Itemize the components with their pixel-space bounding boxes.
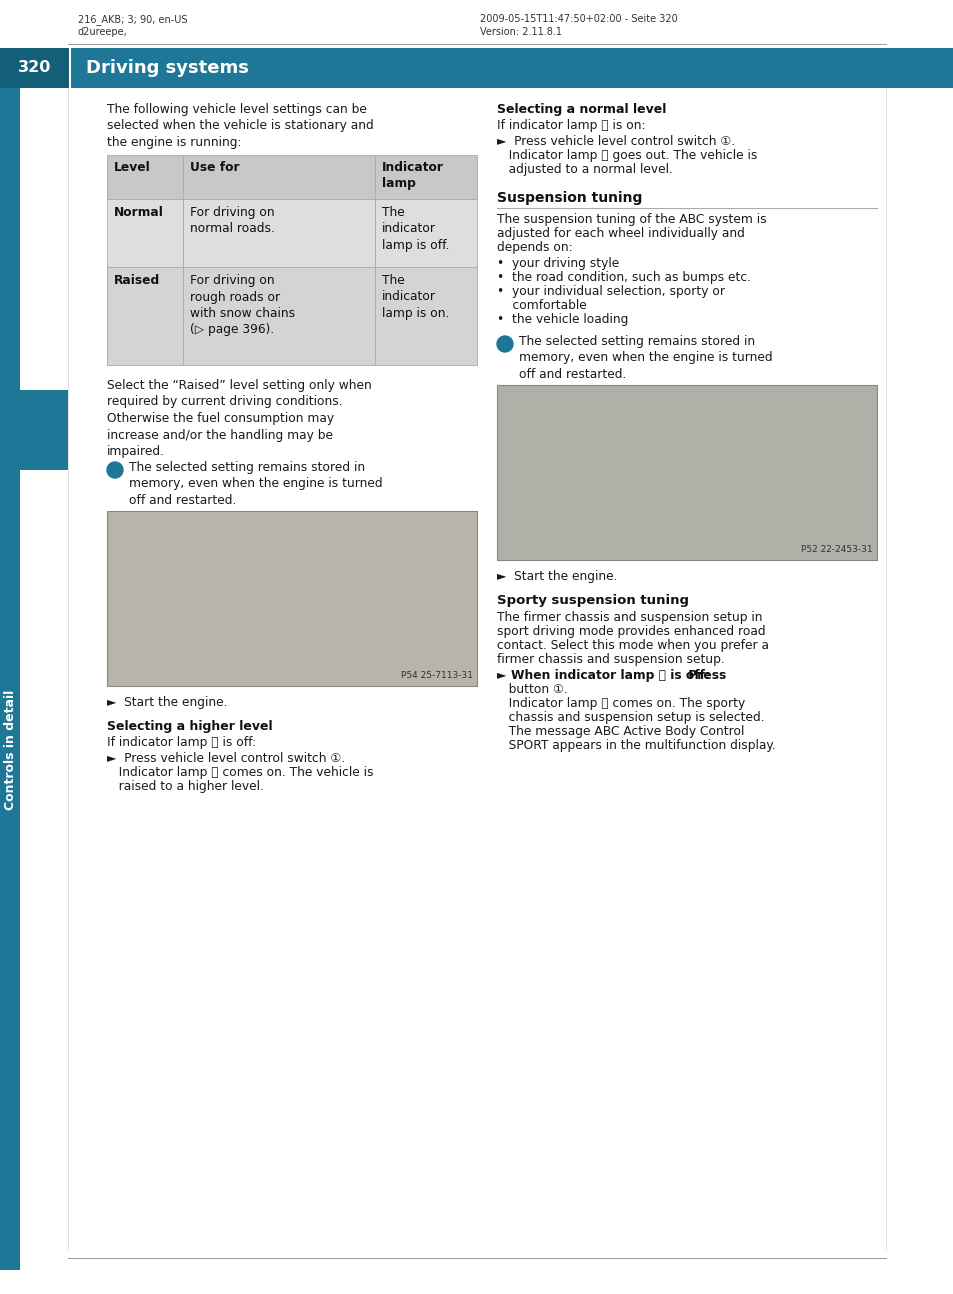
Text: P52 22-2453-31: P52 22-2453-31 bbox=[801, 545, 872, 554]
Text: ►  Start the engine.: ► Start the engine. bbox=[107, 696, 227, 709]
Text: d2ureepe,: d2ureepe, bbox=[78, 27, 128, 38]
Bar bbox=[497, 386, 876, 560]
Text: If indicator lamp ⓑ is on:: If indicator lamp ⓑ is on: bbox=[497, 119, 645, 132]
Text: Normal: Normal bbox=[113, 206, 164, 219]
Text: sport driving mode provides enhanced road: sport driving mode provides enhanced roa… bbox=[497, 625, 765, 638]
Text: Select the “Raised” level setting only when
required by current driving conditio: Select the “Raised” level setting only w… bbox=[107, 379, 372, 458]
Text: SPORT appears in the multifunction display.: SPORT appears in the multifunction displ… bbox=[497, 739, 775, 752]
Bar bbox=[107, 155, 183, 199]
Text: Use for: Use for bbox=[190, 160, 239, 173]
Text: The message ABC Active Body Control: The message ABC Active Body Control bbox=[497, 725, 743, 738]
Text: Level: Level bbox=[113, 160, 151, 173]
Bar bbox=[20, 389, 68, 470]
Bar bbox=[0, 48, 70, 88]
Text: Press: Press bbox=[683, 669, 725, 682]
Text: Driving systems: Driving systems bbox=[86, 60, 249, 78]
Text: ►  Press vehicle level control switch ①.: ► Press vehicle level control switch ①. bbox=[107, 752, 345, 765]
Text: Raised: Raised bbox=[113, 274, 160, 287]
Text: raised to a higher level.: raised to a higher level. bbox=[107, 780, 264, 793]
Text: Indicator lamp ⓑ comes on. The sporty: Indicator lamp ⓑ comes on. The sporty bbox=[497, 697, 744, 710]
Text: Indicator
lamp: Indicator lamp bbox=[381, 160, 443, 190]
Text: button ①.: button ①. bbox=[497, 683, 567, 696]
Text: When indicator lamp ⓑ is off:: When indicator lamp ⓑ is off: bbox=[511, 669, 709, 682]
Bar bbox=[0, 88, 20, 1269]
Text: Suspension tuning: Suspension tuning bbox=[497, 192, 641, 204]
Text: 2009-05-15T11:47:50+02:00 - Seite 320: 2009-05-15T11:47:50+02:00 - Seite 320 bbox=[479, 14, 677, 25]
Bar bbox=[0, 48, 953, 88]
Text: The selected setting remains stored in
memory, even when the engine is turned
of: The selected setting remains stored in m… bbox=[129, 461, 382, 507]
Text: •  your individual selection, sporty or: • your individual selection, sporty or bbox=[497, 285, 724, 298]
Text: The
indicator
lamp is on.: The indicator lamp is on. bbox=[381, 274, 449, 320]
Text: P54 25-7113-31: P54 25-7113-31 bbox=[400, 672, 473, 681]
Text: Selecting a higher level: Selecting a higher level bbox=[107, 719, 273, 732]
Text: •  the vehicle loading: • the vehicle loading bbox=[497, 313, 628, 326]
Text: comfortable: comfortable bbox=[497, 299, 586, 312]
Text: ►: ► bbox=[497, 669, 514, 682]
Text: i: i bbox=[113, 465, 116, 475]
Text: The selected setting remains stored in
memory, even when the engine is turned
of: The selected setting remains stored in m… bbox=[518, 335, 772, 380]
Circle shape bbox=[107, 462, 123, 477]
Bar bbox=[183, 155, 375, 199]
Text: chassis and suspension setup is selected.: chassis and suspension setup is selected… bbox=[497, 710, 763, 725]
Text: 320: 320 bbox=[18, 61, 51, 75]
Text: Selecting a normal level: Selecting a normal level bbox=[497, 104, 666, 116]
Bar bbox=[107, 511, 476, 686]
Text: ►  Start the engine.: ► Start the engine. bbox=[497, 569, 617, 584]
Text: Version: 2.11.8.1: Version: 2.11.8.1 bbox=[479, 27, 561, 38]
Text: Indicator lamp ⓑ goes out. The vehicle is: Indicator lamp ⓑ goes out. The vehicle i… bbox=[497, 149, 757, 162]
Text: 216_AKB; 3; 90, en-US: 216_AKB; 3; 90, en-US bbox=[78, 14, 188, 25]
Text: The suspension tuning of the ABC system is: The suspension tuning of the ABC system … bbox=[497, 214, 766, 226]
Text: firmer chassis and suspension setup.: firmer chassis and suspension setup. bbox=[497, 653, 724, 666]
Bar bbox=[183, 199, 375, 267]
Text: depends on:: depends on: bbox=[497, 241, 572, 254]
Text: adjusted to a normal level.: adjusted to a normal level. bbox=[497, 163, 672, 176]
Text: The following vehicle level settings can be
selected when the vehicle is station: The following vehicle level settings can… bbox=[107, 104, 374, 149]
Bar bbox=[107, 199, 183, 267]
Text: Controls in detail: Controls in detail bbox=[5, 690, 17, 810]
Text: contact. Select this mode when you prefer a: contact. Select this mode when you prefe… bbox=[497, 639, 768, 652]
Bar bbox=[375, 155, 476, 199]
Bar bbox=[375, 199, 476, 267]
Bar bbox=[107, 267, 183, 365]
Text: •  your driving style: • your driving style bbox=[497, 258, 618, 270]
Text: For driving on
normal roads.: For driving on normal roads. bbox=[190, 206, 274, 236]
Text: •  the road condition, such as bumps etc.: • the road condition, such as bumps etc. bbox=[497, 270, 750, 283]
Text: The firmer chassis and suspension setup in: The firmer chassis and suspension setup … bbox=[497, 611, 761, 624]
Bar bbox=[183, 267, 375, 365]
Bar bbox=[375, 267, 476, 365]
Text: For driving on
rough roads or
with snow chains
(▷ page 396).: For driving on rough roads or with snow … bbox=[190, 274, 294, 336]
Text: Indicator lamp ⓑ comes on. The vehicle is: Indicator lamp ⓑ comes on. The vehicle i… bbox=[107, 766, 374, 779]
Text: adjusted for each wheel individually and: adjusted for each wheel individually and bbox=[497, 226, 744, 239]
Text: The
indicator
lamp is off.: The indicator lamp is off. bbox=[381, 206, 449, 252]
Text: ►  Press vehicle level control switch ①.: ► Press vehicle level control switch ①. bbox=[497, 135, 735, 148]
Text: Sporty suspension tuning: Sporty suspension tuning bbox=[497, 594, 688, 607]
Text: If indicator lamp ⓑ is off:: If indicator lamp ⓑ is off: bbox=[107, 736, 255, 749]
Text: i: i bbox=[502, 339, 506, 349]
Circle shape bbox=[497, 336, 513, 352]
